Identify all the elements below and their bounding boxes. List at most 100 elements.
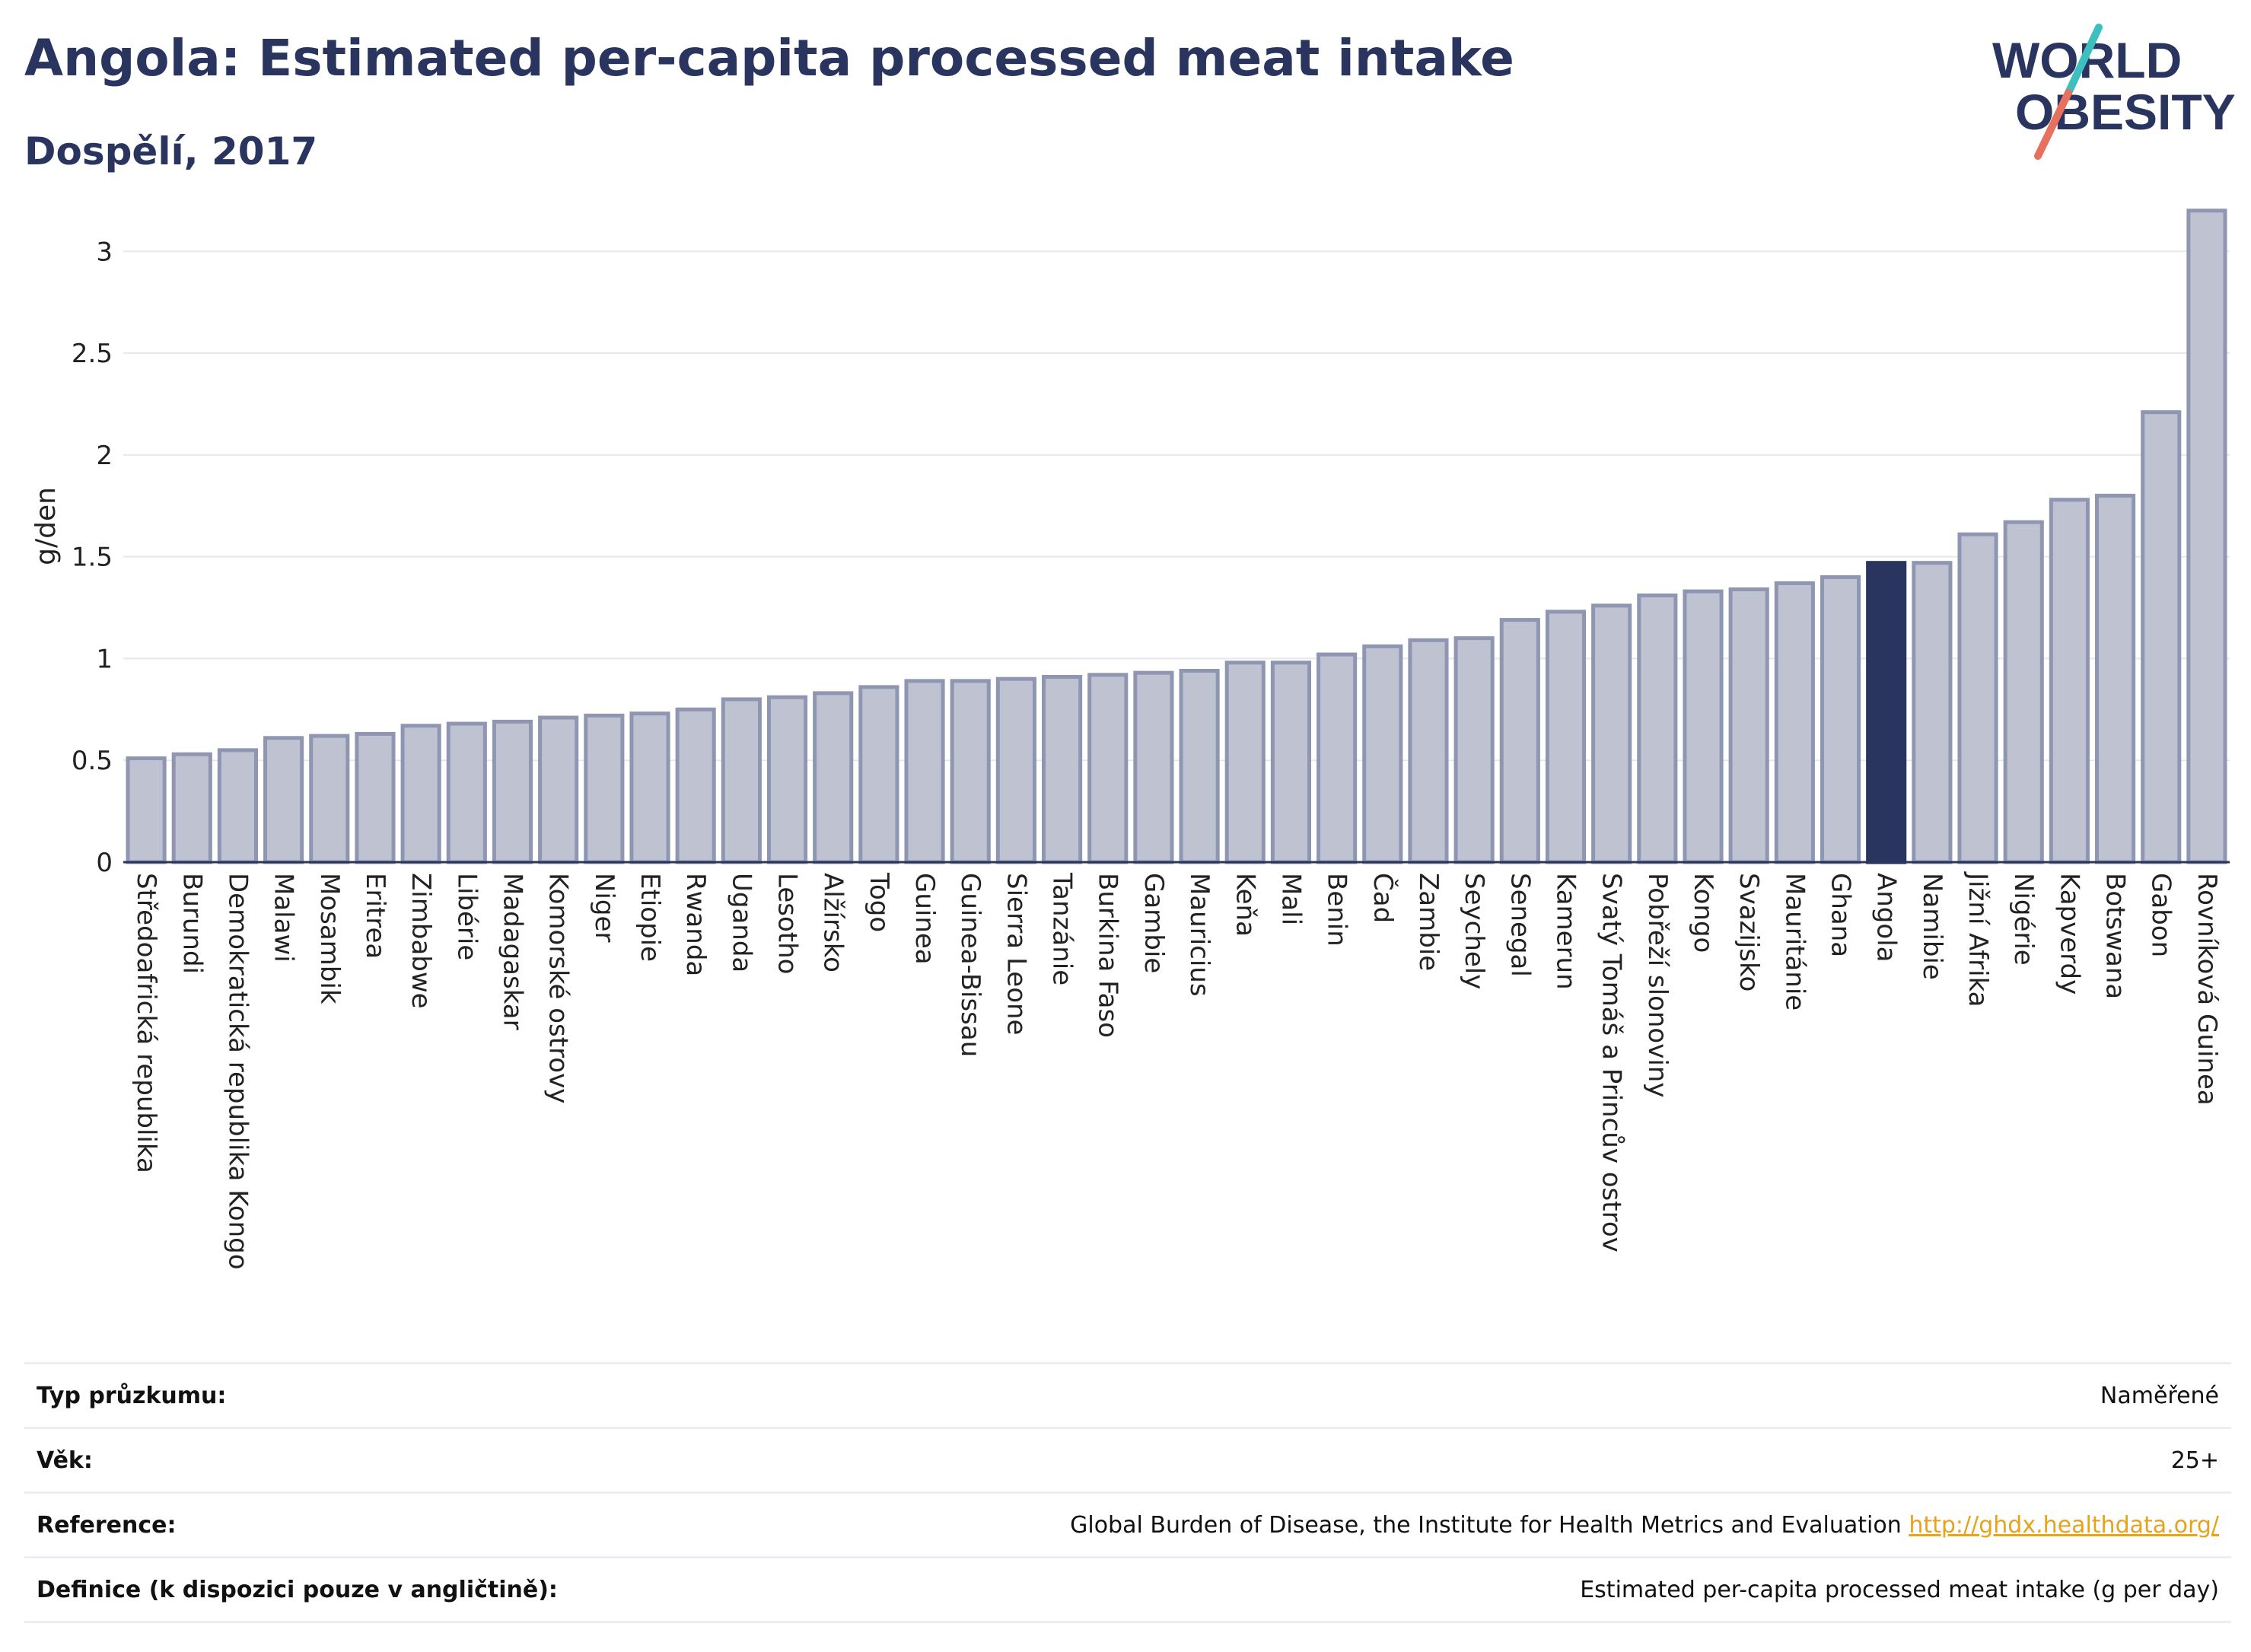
info-label: Reference:: [37, 1511, 177, 1539]
x-tick-label: Burkina Faso: [1093, 873, 1123, 1038]
bar-42: [2049, 498, 2090, 864]
bar-18: [950, 679, 991, 864]
bar-24: [1224, 660, 1266, 864]
bar-37: [1820, 575, 1861, 864]
x-tick-label: Rovníková Guinea: [2192, 873, 2222, 1106]
x-tick-label: Eritrea: [360, 873, 390, 959]
x-tick-label: Namibie: [1917, 873, 1947, 980]
x-tick-label: Pobřeží slonoviny: [1642, 873, 1673, 1097]
page-subtitle: Dospělí, 2017: [24, 129, 318, 173]
x-tick-label: Nigérie: [2008, 873, 2039, 966]
bar-29: [1453, 636, 1495, 864]
x-tick-label: Mauritánie: [1779, 873, 1810, 1011]
x-tick-label: Burundi: [177, 873, 207, 974]
axes: 0 0.5 1 1.5 2 2.5 3 g/den Středoafrická republik…: [30, 237, 2230, 1270]
x-tick-label: Gabon: [2146, 873, 2176, 957]
x-tick-label: Zimbabwe: [406, 873, 436, 1009]
bar-39: [1912, 561, 1953, 864]
bar-41: [2003, 520, 2044, 864]
bar-43: [2094, 493, 2136, 864]
x-tick-label: Mosambik: [314, 873, 345, 1004]
bar-17: [904, 679, 945, 864]
info-label: Definice (k dispozici pouze v angličtině…: [37, 1576, 558, 1603]
bar-20: [1041, 675, 1083, 864]
bar-27: [1362, 644, 1403, 864]
bar-14: [766, 695, 808, 864]
bar-21: [1087, 673, 1129, 864]
bar-9: [538, 715, 579, 864]
bar-31: [1545, 610, 1587, 864]
x-tick-label: Guinea-Bissau: [955, 873, 985, 1057]
info-row-age: Věk: 25+: [24, 1427, 2231, 1491]
x-tick-label: Keňa: [1230, 873, 1260, 937]
bar-12: [675, 707, 716, 864]
bar-11: [629, 711, 670, 864]
bar-chart: 0 0.5 1 1.5 2 2.5 3 g/den Středoafrická republik…: [30, 208, 2230, 1270]
bar-26: [1317, 652, 1358, 864]
bar-44: [2141, 410, 2182, 864]
bar-6: [400, 724, 441, 864]
info-table: Typ průzkumu: Naměřené Věk: 25+ Referenc…: [24, 1362, 2231, 1623]
y-tick-label: 3: [96, 237, 113, 267]
info-label: Typ průzkumu:: [37, 1382, 227, 1409]
bar-34: [1683, 589, 1724, 864]
bar-5: [355, 731, 396, 864]
info-row-survey-type: Typ průzkumu: Naměřené: [24, 1362, 2231, 1427]
x-tick-label: Zambie: [1413, 873, 1444, 971]
x-tick-label: Sierra Leone: [1001, 873, 1031, 1035]
x-tick-label: Botswana: [2100, 873, 2131, 999]
x-tick-label: Niger: [589, 873, 619, 942]
y-tick-label: 0: [96, 848, 113, 878]
x-tick-label: Uganda: [726, 873, 756, 972]
x-tick-label: Svatý Tomáš a Princův ostrov: [1597, 873, 1627, 1253]
bar-38: [1866, 561, 1907, 864]
reference-link[interactable]: http://ghdx.healthdata.org/: [1909, 1511, 2219, 1539]
info-value: Estimated per-capita processed meat inta…: [1580, 1576, 2219, 1603]
x-tick-label: Rwanda: [680, 873, 711, 976]
y-tick-label: 0.5: [72, 746, 113, 776]
y-tick-label: 1: [96, 644, 113, 674]
bar-40: [1957, 532, 1998, 864]
info-value: 25+: [2170, 1447, 2219, 1474]
bar-23: [1179, 668, 1220, 864]
x-tick-label: Jižní Afrika: [1963, 871, 1993, 1007]
info-value: Global Burden of Disease, the Institute …: [1070, 1512, 2231, 1539]
x-tick-label: Angola: [1871, 873, 1902, 962]
x-tick-label: Demokratická republika Kongo: [222, 873, 253, 1270]
x-tick-label: Gambie: [1138, 873, 1169, 973]
bar-19: [995, 676, 1036, 864]
x-tick-label: Čad: [1367, 873, 1399, 923]
x-tick-label: Etiopie: [635, 873, 665, 962]
bar-28: [1408, 638, 1449, 864]
bar-1: [171, 752, 212, 864]
bars: [126, 208, 2227, 864]
x-tick-label: Kongo: [1688, 873, 1718, 953]
bar-0: [126, 756, 167, 864]
x-tick-label: Benin: [1322, 873, 1352, 947]
bar-33: [1637, 593, 1678, 864]
x-tick-label: Alžírsko: [818, 873, 849, 972]
y-tick-label: 2: [96, 441, 113, 471]
x-tick-label: Libérie: [451, 873, 482, 960]
page-title: Angola: Estimated per-capita processed m…: [24, 29, 1514, 88]
x-tick-label: Kapverdy: [2054, 873, 2084, 995]
bar-16: [858, 685, 899, 864]
x-tick-label: Togo: [864, 872, 894, 932]
y-tick-label: 2.5: [72, 339, 113, 369]
x-tick-label: Seychely: [1459, 873, 1489, 989]
x-tick-label: Středoafrická republika: [131, 873, 161, 1173]
bar-36: [1774, 581, 1815, 864]
reference-text: Global Burden of Disease, the Institute …: [1070, 1511, 1902, 1539]
world-obesity-logo: WORLD OBESITY: [1992, 24, 2236, 160]
info-label: Věk:: [37, 1447, 93, 1474]
bar-7: [446, 721, 487, 864]
x-tick-label: Tanzánie: [1047, 872, 1078, 985]
bar-35: [1728, 587, 1769, 864]
info-row-definition: Definice (k dispozici pouze v angličtině…: [24, 1556, 2231, 1623]
bar-30: [1499, 618, 1540, 864]
x-tick-label: Komorské ostrovy: [543, 873, 574, 1103]
bar-8: [492, 719, 533, 864]
x-tick-label: Lesotho: [772, 873, 803, 974]
y-axis-label: g/den: [30, 487, 62, 565]
bar-10: [584, 713, 625, 864]
